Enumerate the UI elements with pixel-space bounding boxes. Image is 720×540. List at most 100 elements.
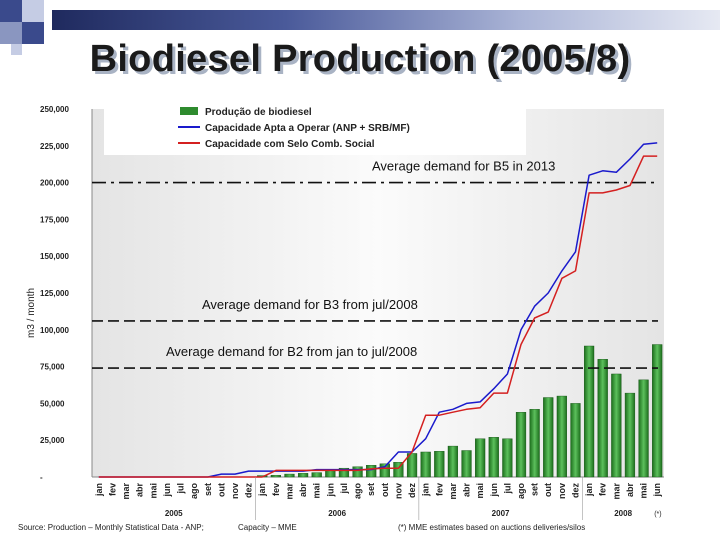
bar-production	[502, 438, 513, 478]
bar-production	[543, 397, 554, 478]
x-tick-label: set	[203, 483, 213, 496]
x-tick-label: jul	[339, 483, 349, 495]
bar-production	[597, 359, 608, 478]
x-tick-label: out	[216, 483, 226, 497]
y-tick-label: 25,000	[40, 436, 65, 445]
x-tick-label: ago	[353, 483, 363, 500]
x-tick-label: jun	[652, 483, 662, 498]
bar-production	[379, 463, 390, 478]
bar-production	[611, 373, 622, 478]
bar-production	[515, 412, 527, 478]
y-tick-label: 200,000	[40, 179, 69, 188]
y-tick-label: 250,000	[40, 105, 69, 114]
x-tick-label: jan	[257, 483, 267, 497]
year-label: 2006	[328, 509, 346, 518]
x-tick-label: mai	[312, 483, 322, 499]
bar-production	[311, 472, 322, 478]
x-tick-label: abr	[135, 483, 145, 498]
x-tick-label: fev	[598, 483, 608, 496]
plot-background	[92, 109, 664, 477]
x-tick-label: set	[530, 483, 540, 496]
bar-production	[556, 395, 567, 478]
bar-production	[529, 409, 540, 478]
x-tick-label: fev	[434, 483, 444, 496]
bar-production	[447, 445, 459, 478]
year-label: 2008	[614, 509, 632, 518]
x-tick-label: jul	[176, 483, 186, 495]
bar-production	[406, 453, 418, 478]
x-tick-label: out	[380, 483, 390, 497]
y-tick-label: 150,000	[40, 252, 69, 261]
bar-production	[434, 451, 445, 478]
y-tick-label: 225,000	[40, 142, 69, 151]
reference-line-label: Average demand for B2 from jan to jul/20…	[166, 344, 417, 359]
series-line	[98, 155, 658, 478]
reference-line-label: Average demand for B5 in 2013	[372, 159, 555, 174]
corner-square-4	[0, 22, 22, 44]
top-band	[52, 10, 720, 30]
x-tick-label: jan	[421, 483, 431, 497]
x-tick-label: dez	[244, 483, 254, 499]
y-axis-title: m3 / month	[26, 288, 37, 338]
y-tick-label: 125,000	[40, 289, 69, 298]
bar-production	[284, 473, 295, 478]
bar-production	[270, 475, 281, 478]
x-tick-label: nov	[393, 483, 403, 499]
year-label: 2007	[492, 509, 510, 518]
bar-production	[488, 437, 499, 478]
bar-production	[366, 465, 377, 478]
y-tick-label: 75,000	[40, 363, 65, 372]
legend-label: Capacidade Apta a Operar (ANP + SRB/MF)	[205, 123, 410, 134]
x-tick-label: abr	[462, 483, 472, 498]
x-tick-label: mai	[148, 483, 158, 499]
footer-note: (*) MME estimates based on auctions deli…	[398, 523, 586, 532]
x-tick-label: abr	[298, 483, 308, 498]
x-tick-label: fev	[271, 483, 281, 496]
y-tick-label: -	[40, 473, 43, 482]
bar-production	[638, 379, 649, 478]
x-tick-label: mar	[285, 483, 295, 500]
bar-production	[420, 451, 431, 478]
corner-square-2	[22, 0, 44, 22]
legend-box	[104, 101, 526, 155]
legend-swatch	[180, 107, 198, 115]
x-tick-label: dez	[407, 483, 417, 499]
x-tick-label: ago	[189, 483, 199, 500]
bar-production	[393, 462, 404, 478]
bar-production	[297, 473, 309, 478]
estimate-marker: (*)	[654, 511, 661, 518]
x-tick-label: jan	[94, 483, 104, 497]
bar-production	[570, 403, 581, 478]
legend-label: Produção de biodiesel	[205, 107, 312, 118]
x-tick-label: jun	[325, 483, 335, 498]
bar-production	[352, 466, 363, 478]
x-tick-label: ago	[516, 483, 526, 500]
bar-production	[624, 392, 636, 478]
x-tick-label: set	[366, 483, 376, 496]
y-tick-label: 100,000	[40, 326, 69, 335]
x-tick-label: jan	[584, 483, 594, 497]
x-tick-label: out	[543, 483, 553, 497]
bar-production	[652, 344, 663, 478]
bar-production	[338, 467, 350, 478]
bar-production	[461, 450, 472, 478]
x-tick-label: abr	[625, 483, 635, 498]
year-label: 2005	[165, 509, 183, 518]
x-tick-label: mai	[475, 483, 485, 499]
x-tick-label: nov	[557, 483, 567, 499]
corner-square-5	[11, 44, 22, 55]
x-tick-label: mar	[611, 483, 621, 500]
x-tick-label: jun	[162, 483, 172, 498]
x-tick-label: mar	[121, 483, 131, 500]
y-tick-label: 175,000	[40, 215, 69, 224]
bar-production	[475, 438, 486, 478]
x-tick-label: jul	[502, 483, 512, 495]
x-tick-label: nov	[230, 483, 240, 499]
x-tick-label: mai	[639, 483, 649, 499]
bar-production	[583, 345, 595, 478]
x-tick-label: fev	[107, 483, 117, 496]
legend-label: Capacidade com Selo Comb. Social	[205, 139, 375, 150]
footer-source: Source: Production – Monthly Statistical…	[18, 523, 204, 532]
x-tick-label: dez	[571, 483, 581, 499]
